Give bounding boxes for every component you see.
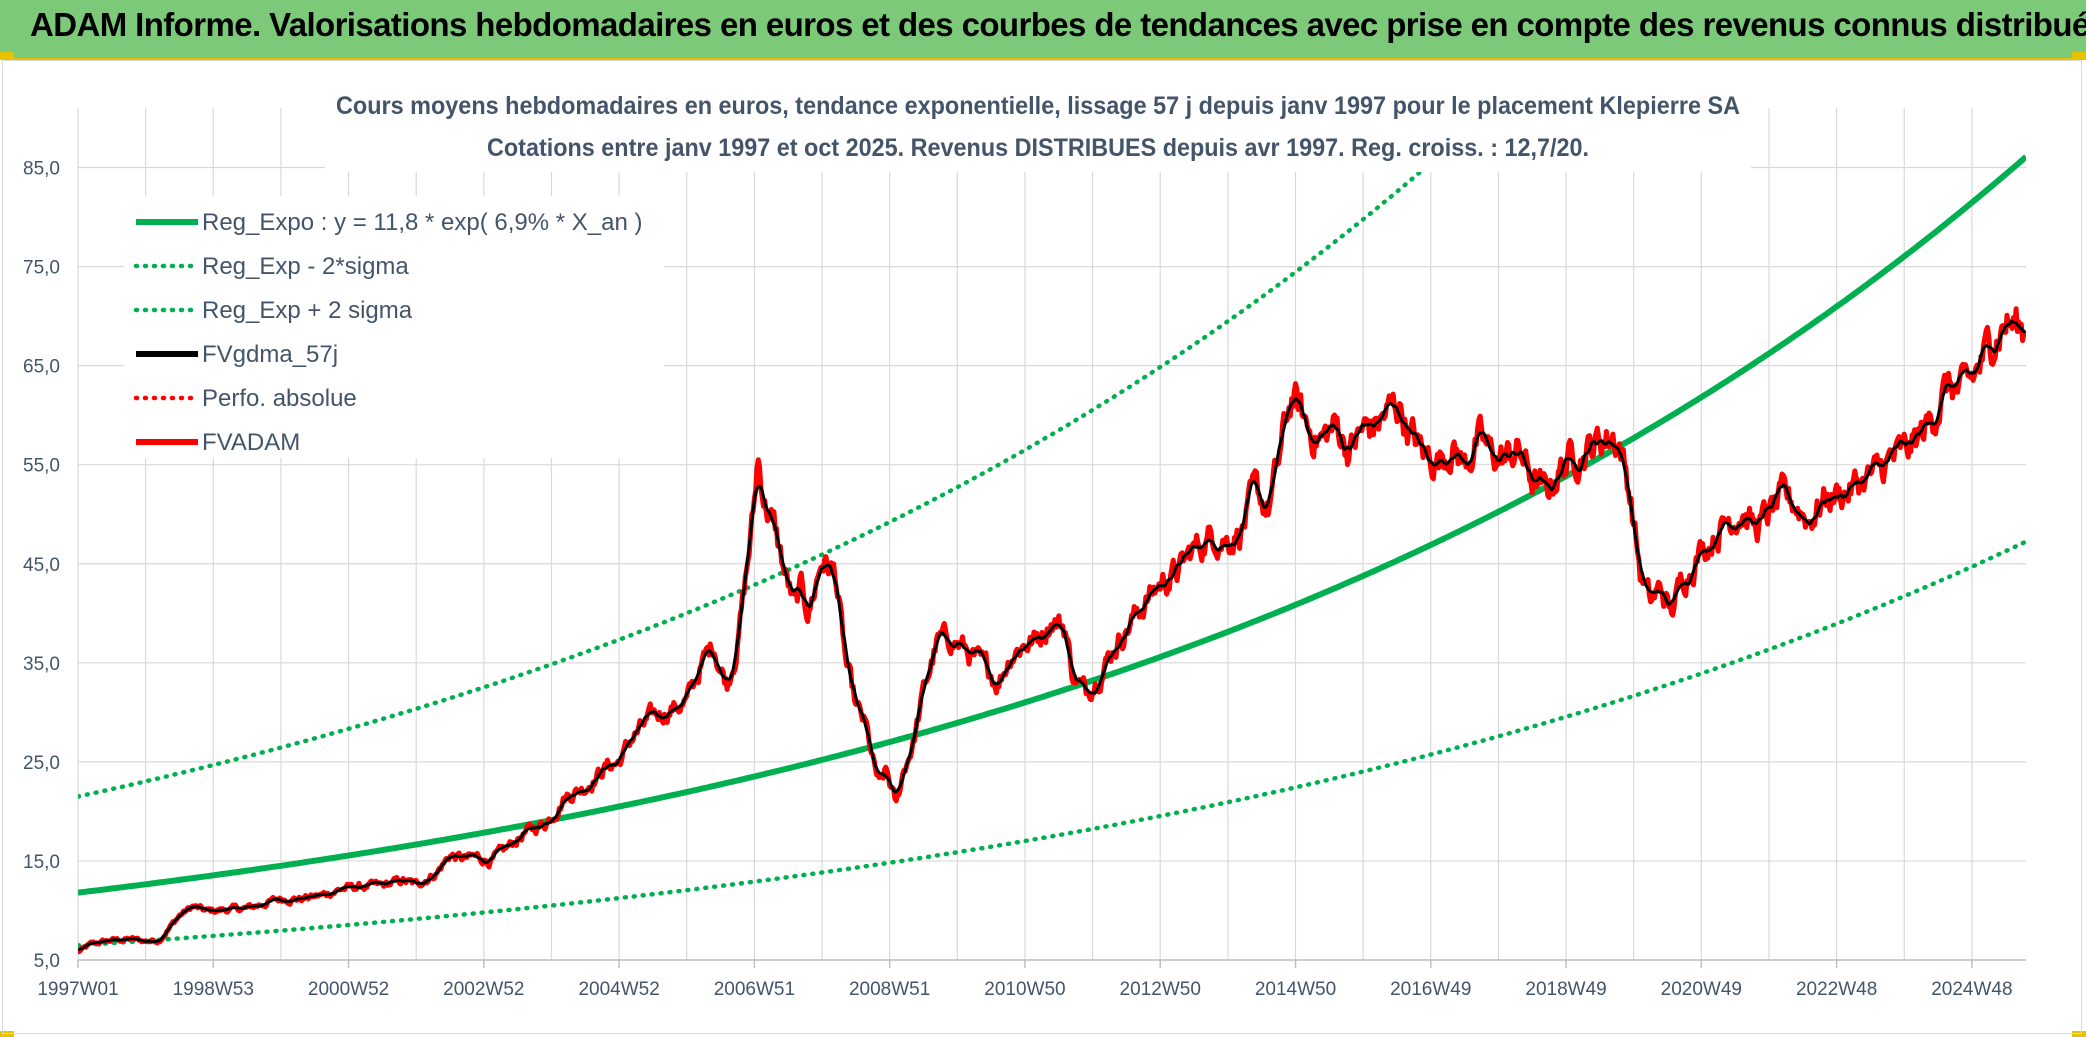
y-tick-label: 75,0 xyxy=(23,258,60,279)
legend-label-price: FVADAM xyxy=(202,429,300,456)
y-tick-label: 35,0 xyxy=(23,654,60,675)
legend-label-reg: Reg_Expo : y = 11,8 * exp( 6,9% * X_an ) xyxy=(202,209,642,236)
series-upper-band xyxy=(78,118,1485,799)
corner-mark-right xyxy=(2072,52,2086,58)
corner-mark-bottom-right xyxy=(2072,1031,2086,1037)
legend: Reg_Expo : y = 11,8 * exp( 6,9% * X_an )… xyxy=(124,196,664,458)
x-tick-label: 2004W52 xyxy=(578,979,659,1000)
x-tick-label: 2012W50 xyxy=(1120,979,1201,1000)
legend-label-perf: Perfo. absolue xyxy=(202,385,357,412)
x-tick-label: 2020W49 xyxy=(1661,979,1742,1000)
y-tick-label: 25,0 xyxy=(23,753,60,774)
chart-title: Cours moyens hebdomadaires en euros, ten… xyxy=(336,92,1740,120)
x-tick-label: 2016W49 xyxy=(1390,979,1471,1000)
corner-mark-bottom-left xyxy=(0,1031,14,1037)
x-tick-label: 1998W53 xyxy=(173,979,254,1000)
y-tick-label: 65,0 xyxy=(23,357,60,378)
report-title: ADAM Informe. Valorisations hebdomadaire… xyxy=(30,6,2086,43)
series-layer xyxy=(78,118,2026,955)
y-tick-label: 55,0 xyxy=(23,456,60,477)
x-tick-label: 2022W48 xyxy=(1796,979,1877,1000)
axes: 5,0 15,0 25,0 35,0 45,0 55,0 65,0 75,0 85,0 1997W… xyxy=(23,159,2026,1000)
legend-label-lower: Reg_Exp - 2*sigma xyxy=(202,253,409,280)
x-tick-label: 2010W50 xyxy=(984,979,1065,1000)
x-tick-label: 2008W51 xyxy=(849,979,930,1000)
x-tick-label: 2002W52 xyxy=(443,979,524,1000)
x-tick-label: 1997W01 xyxy=(37,979,118,1000)
corner-mark-left xyxy=(0,52,14,58)
chart-titles: Cours moyens hebdomadaires en euros, ten… xyxy=(325,84,1751,172)
chart-subtitle: Cotations entre janv 1997 et oct 2025. R… xyxy=(487,134,1589,162)
series-regression xyxy=(78,154,2026,896)
x-tick-label: 2018W49 xyxy=(1525,979,1606,1000)
y-tick-label: 45,0 xyxy=(23,555,60,576)
report-banner: ADAM Informe. Valorisations hebdomadaire… xyxy=(0,0,2086,60)
y-tick-label: 85,0 xyxy=(23,159,60,180)
legend-label-upper: Reg_Exp + 2 sigma xyxy=(202,297,413,324)
x-tick-label: 2024W48 xyxy=(1931,979,2012,1000)
y-tick-label: 15,0 xyxy=(23,852,60,873)
legend-background xyxy=(124,196,664,458)
chart-frame xyxy=(2,60,2082,1034)
y-tick-label: 5,0 xyxy=(34,951,60,972)
x-tick-label: 2000W52 xyxy=(308,979,389,1000)
legend-label-smooth: FVgdma_57j xyxy=(202,341,338,368)
series-lower-band xyxy=(78,539,2026,948)
x-tick-label: 2014W50 xyxy=(1255,979,1336,1000)
x-tick-label: 2006W51 xyxy=(714,979,795,1000)
series-fvgdma-57j xyxy=(78,320,2026,952)
